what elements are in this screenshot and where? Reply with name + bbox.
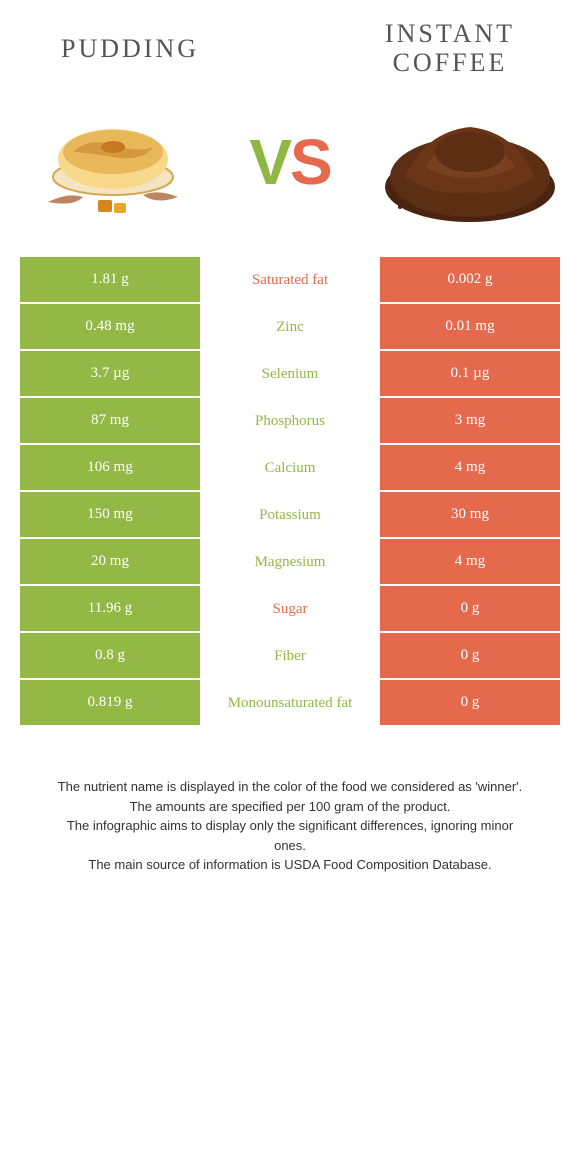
value-right: 0 g	[380, 633, 560, 680]
value-right: 30 mg	[380, 492, 560, 539]
nutrient-label: Phosphorus	[200, 398, 380, 445]
title-left: Pudding	[20, 34, 240, 64]
title-right: Instant coffee	[340, 20, 560, 77]
vs-v: V	[249, 126, 290, 198]
footer-line: The infographic aims to display only the…	[50, 816, 530, 855]
nutrient-label: Selenium	[200, 351, 380, 398]
table-row: 106 mgCalcium4 mg	[20, 445, 560, 492]
value-left: 0.819 g	[20, 680, 200, 727]
value-right: 0.002 g	[380, 257, 560, 304]
pudding-image	[20, 92, 205, 232]
value-left: 0.48 mg	[20, 304, 200, 351]
nutrient-label: Fiber	[200, 633, 380, 680]
nutrient-label: Zinc	[200, 304, 380, 351]
coffee-image	[375, 92, 560, 232]
value-left: 20 mg	[20, 539, 200, 586]
table-row: 11.96 gSugar0 g	[20, 586, 560, 633]
footer-line: The main source of information is USDA F…	[50, 855, 530, 875]
nutrient-table: 1.81 gSaturated fat0.002 g0.48 mgZinc0.0…	[20, 257, 560, 727]
value-right: 0 g	[380, 586, 560, 633]
value-left: 106 mg	[20, 445, 200, 492]
value-left: 87 mg	[20, 398, 200, 445]
value-right: 0.1 µg	[380, 351, 560, 398]
table-row: 0.48 mgZinc0.01 mg	[20, 304, 560, 351]
nutrient-label: Saturated fat	[200, 257, 380, 304]
value-right: 0.01 mg	[380, 304, 560, 351]
value-left: 1.81 g	[20, 257, 200, 304]
vs-s: S	[290, 126, 331, 198]
value-left: 0.8 g	[20, 633, 200, 680]
footer-line: The nutrient name is displayed in the co…	[50, 777, 530, 797]
nutrient-label: Sugar	[200, 586, 380, 633]
table-row: 20 mgMagnesium4 mg	[20, 539, 560, 586]
value-right: 0 g	[380, 680, 560, 727]
value-right: 4 mg	[380, 539, 560, 586]
nutrient-label: Monounsaturated fat	[200, 680, 380, 727]
value-right: 4 mg	[380, 445, 560, 492]
nutrient-label: Calcium	[200, 445, 380, 492]
footer-line: The amounts are specified per 100 gram o…	[50, 797, 530, 817]
table-row: 0.8 gFiber0 g	[20, 633, 560, 680]
nutrient-label: Magnesium	[200, 539, 380, 586]
value-left: 11.96 g	[20, 586, 200, 633]
nutrient-label: Potassium	[200, 492, 380, 539]
table-row: 87 mgPhosphorus3 mg	[20, 398, 560, 445]
value-left: 3.7 µg	[20, 351, 200, 398]
vs-label: VS	[249, 125, 330, 199]
footer-notes: The nutrient name is displayed in the co…	[20, 777, 560, 875]
value-left: 150 mg	[20, 492, 200, 539]
table-row: 150 mgPotassium30 mg	[20, 492, 560, 539]
table-row: 0.819 gMonounsaturated fat0 g	[20, 680, 560, 727]
table-row: 3.7 µgSelenium0.1 µg	[20, 351, 560, 398]
table-row: 1.81 gSaturated fat0.002 g	[20, 257, 560, 304]
value-right: 3 mg	[380, 398, 560, 445]
